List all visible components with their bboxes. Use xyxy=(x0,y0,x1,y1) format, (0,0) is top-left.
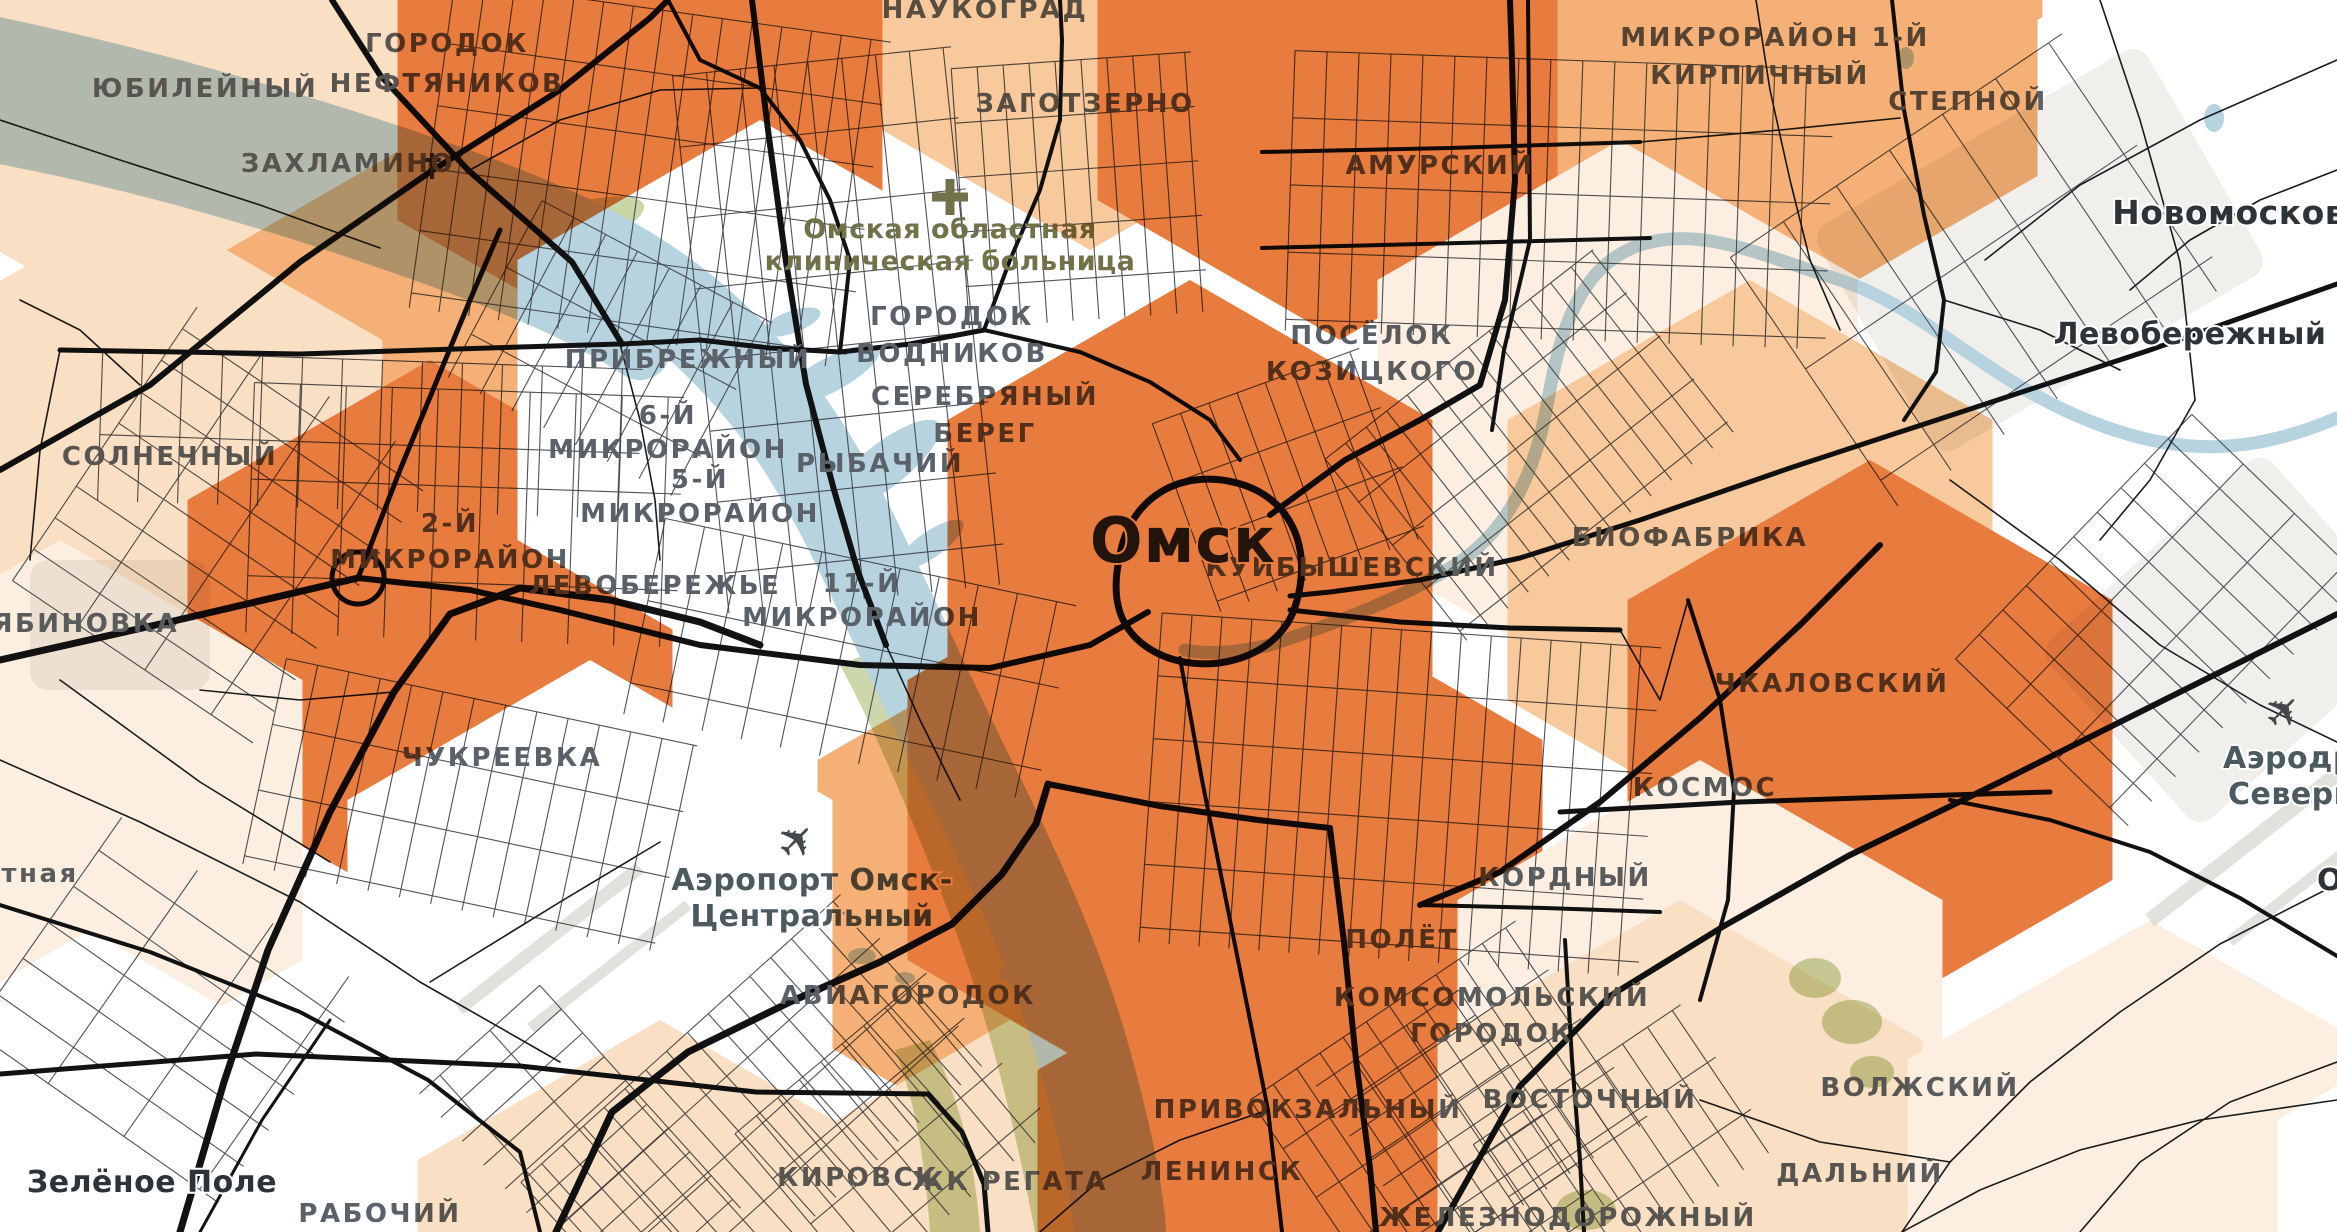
district-label: МИКРОРАЙОН 1-Й xyxy=(1620,21,1930,53)
district-label: КОЗИЦКОГО xyxy=(1266,357,1478,387)
settlement-label: Зелёное Поле xyxy=(27,1165,277,1200)
city-label: Омск xyxy=(1090,504,1276,577)
district-label: НЕФТЯНИКОВ xyxy=(330,69,565,99)
district-label: ГОРОДОК xyxy=(365,29,529,59)
district-label: ЧКАЛОВСКИЙ xyxy=(1715,667,1950,699)
district-label: КОРДНЫЙ xyxy=(1478,861,1652,893)
district-label: 5-Й xyxy=(671,463,729,495)
district-label: НАУКОГРАД xyxy=(882,0,1089,25)
district-label: ПОСЁЛОК xyxy=(1290,319,1453,351)
district-label: СОЛНЕЧНЫЙ xyxy=(62,440,278,472)
district-label: ДАЛЬНИЙ xyxy=(1776,1157,1943,1189)
district-label: 2-Й xyxy=(421,507,479,539)
district-label: ПРИВОКЗАЛЬНЫЙ xyxy=(1154,1093,1463,1125)
district-label: ПОЛЁТ xyxy=(1345,923,1458,955)
poi-label: Аэродром xyxy=(2223,741,2337,776)
district-label: КОСМОС xyxy=(1633,773,1778,803)
district-label: КИРПИЧНЫЙ xyxy=(1650,59,1870,91)
district-label: РЯБИНОВКА xyxy=(0,609,179,639)
poi-label: Северный xyxy=(2228,777,2337,812)
district-label: 11-Й xyxy=(823,567,902,599)
district-label: ВОДНИКОВ xyxy=(856,339,1048,369)
district-label: РАБОЧИЙ xyxy=(298,1197,461,1229)
district-label: АВИАГОРОДОК xyxy=(780,981,1036,1011)
district-label: ГОРОДОК xyxy=(1410,1019,1574,1049)
district-label: МИКРОРАЙОН xyxy=(548,433,788,465)
lake xyxy=(2204,104,2224,132)
poi-label: Центральный xyxy=(690,899,933,934)
district-label: 6-Й xyxy=(639,399,697,431)
green-area xyxy=(1789,958,1841,998)
district-label: ВОСТОЧНЫЙ xyxy=(1483,1083,1698,1115)
lake xyxy=(848,948,876,964)
district-label: КОМСОМОЛЬСКИЙ xyxy=(1334,981,1650,1013)
settlement-label: Левобережный xyxy=(2054,317,2327,352)
cross-bar xyxy=(945,179,955,215)
district-label: ЧУКРЕЕВКА xyxy=(402,743,603,773)
green-area xyxy=(1822,1000,1882,1044)
district-label: АМУРСКИЙ xyxy=(1346,149,1535,181)
district-label: БЕРЕГ xyxy=(933,419,1036,449)
district-label: ВОЛЖСКИЙ xyxy=(1820,1071,2019,1103)
district-label: ЗАХЛАМИНО xyxy=(241,149,455,179)
district-label: РЫБАЧИЙ xyxy=(796,447,964,479)
district-label: ЛЕВОБЕРЕЖЬЕ xyxy=(529,571,782,601)
district-label: ЮБИЛЕЙНЫЙ xyxy=(92,72,318,104)
runway xyxy=(2226,777,2337,946)
district-label: СТЕПНОЙ xyxy=(1888,85,2047,117)
district-label: СЕРЕБРЯНЫЙ xyxy=(871,380,1099,412)
settlement-label: О xyxy=(2317,863,2337,898)
district-label: ГОРОДОК xyxy=(870,302,1034,332)
settlement-label: Новомосковка xyxy=(2112,193,2337,232)
district-label: БИОФАБРИКА xyxy=(1572,523,1809,553)
district-label: ЗАГОТЗЕРНО xyxy=(975,89,1194,119)
poi-label: Аэропорт Омск- xyxy=(671,863,952,898)
poi-label: клиническая больница xyxy=(765,246,1136,277)
district-label: ПРИБРЕЖНЫЙ xyxy=(565,343,812,375)
runway xyxy=(2145,711,2337,927)
district-label: МИКРОРАЙОН xyxy=(580,497,820,529)
poi-label: Омская областная xyxy=(803,214,1097,245)
district-label: ЖЕЛЕЗНОДОРОЖНЫЙ xyxy=(1379,1201,1756,1232)
district-label: ЛЕНИНСК xyxy=(1141,1157,1303,1187)
district-label: ЖК РЕГАТА xyxy=(912,1167,1108,1197)
district-label: МИКРОРАЙОН xyxy=(742,601,982,633)
lake xyxy=(1000,967,1024,981)
district-label: етная xyxy=(0,859,79,889)
